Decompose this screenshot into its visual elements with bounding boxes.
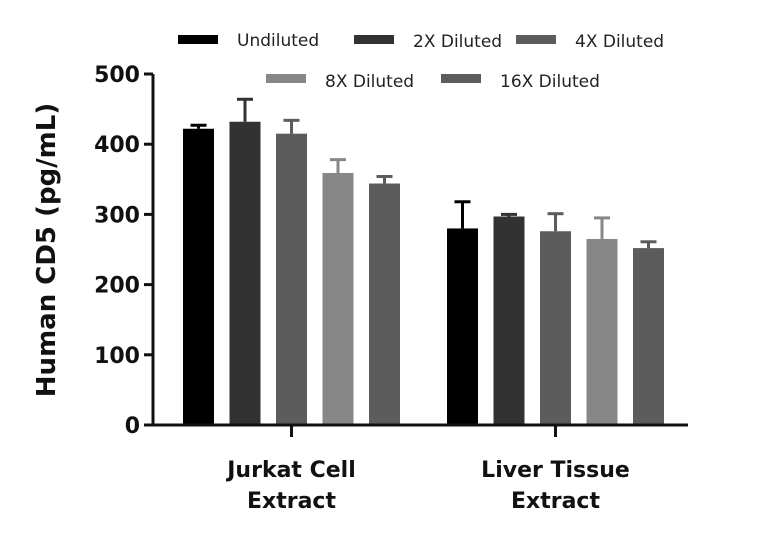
legend-swatch: [354, 35, 394, 44]
y-tick-label: 100: [94, 344, 140, 369]
bar: [447, 228, 478, 425]
x-tick-label: Liver Tissue: [481, 458, 630, 483]
bar: [540, 231, 571, 425]
legend-label: 4X Diluted: [575, 32, 664, 52]
bar: [183, 128, 214, 426]
bar: [633, 248, 664, 425]
bar: [369, 183, 400, 425]
legend-label: 2X Diluted: [413, 32, 502, 52]
legend: Undiluted 2X Diluted 4X Diluted 8X Diluted 1…: [178, 31, 664, 92]
axes-group: 0 100 200 300 400 500 Jurkat Cell Extract Liver …: [94, 63, 688, 514]
bar: [276, 133, 307, 426]
x-tick-label: Jurkat Cell: [225, 458, 356, 483]
y-tick-label: 300: [94, 203, 140, 228]
x-tick-label: Extract: [247, 489, 336, 514]
legend-swatch: [516, 35, 556, 44]
legend-swatch: [178, 35, 218, 44]
bar: [322, 172, 354, 425]
y-tick-label: 0: [125, 414, 140, 439]
y-tick-label: 200: [94, 274, 140, 299]
legend-label: 8X Diluted: [325, 72, 414, 92]
x-tick-label: Extract: [511, 489, 600, 514]
legend-swatch: [266, 74, 306, 83]
y-tick-label: 500: [94, 63, 140, 88]
legend-label: Undiluted: [237, 31, 319, 51]
y-tick-label: 400: [94, 133, 140, 158]
bar: [586, 238, 618, 425]
y-axis-title: Human CD5 (pg/mL): [32, 103, 62, 397]
legend-swatch: [441, 74, 481, 83]
bars-group: [183, 97, 664, 426]
bar: [229, 121, 261, 426]
bar: [493, 216, 525, 425]
legend-label: 16X Diluted: [500, 72, 600, 92]
